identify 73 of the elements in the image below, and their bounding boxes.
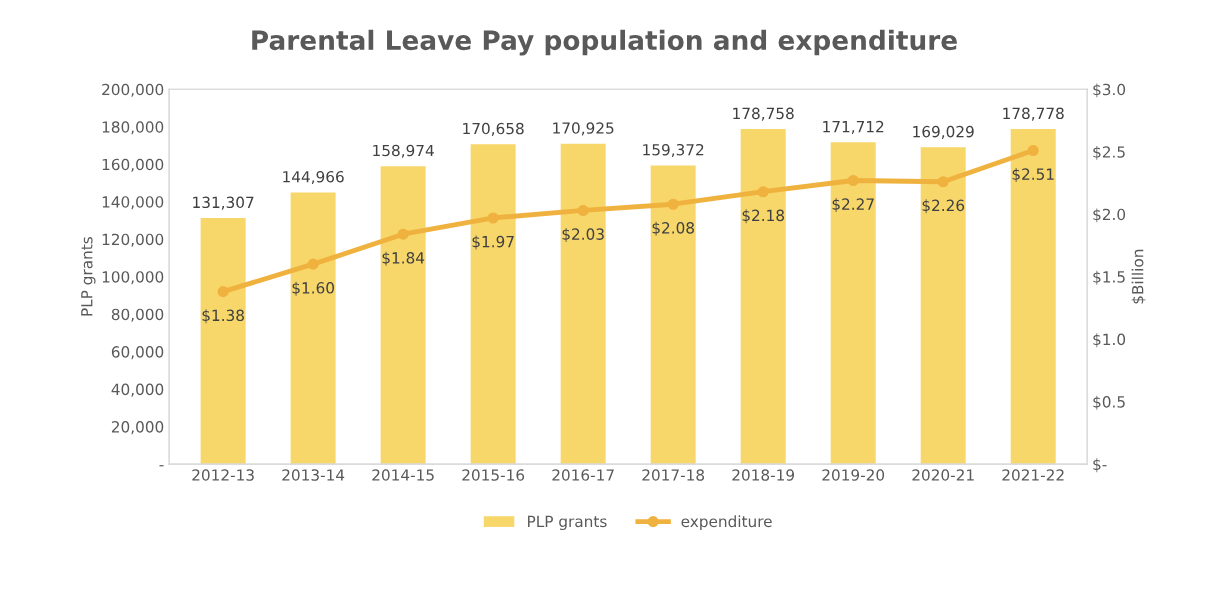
data-label: $1.97: [472, 235, 514, 250]
point: [217, 286, 229, 298]
data-label: $1.84: [382, 251, 425, 266]
y-tick-label: 80,000: [111, 308, 164, 322]
data-label: 144,966: [283, 170, 344, 185]
bar: [740, 129, 786, 465]
bar: [920, 147, 966, 465]
x-tick-label: 2012-13: [192, 469, 254, 481]
point: [397, 228, 409, 240]
y-tick-label: 140,000: [102, 196, 164, 210]
x-tick-label: 2021-22: [1002, 469, 1064, 481]
y2-tick-label: $-: [1093, 458, 1107, 473]
data-label: 159,372: [643, 143, 704, 158]
legend-label: expenditure: [681, 515, 772, 531]
data-label: $1.38: [202, 309, 244, 324]
y-tick-label: -: [159, 465, 164, 467]
data-label: $2.26: [922, 199, 965, 214]
bar: [380, 166, 426, 465]
y-tick-label: 100,000: [102, 271, 164, 285]
point: [487, 212, 499, 224]
x-tick-label: 2018-19: [732, 469, 795, 481]
y-tick-label: 60,000: [111, 346, 164, 360]
bar: [560, 143, 606, 465]
data-label: 131,307: [193, 196, 254, 210]
y-tick-label: 200,000: [102, 83, 164, 97]
point: [667, 198, 679, 210]
y-tick-label: 180,000: [102, 121, 164, 135]
x-tick-label: 2020-21: [912, 469, 974, 481]
data-label: 171,712: [823, 120, 884, 134]
y2-tick-label: $2.0: [1093, 208, 1126, 223]
data-label: $2.51: [1012, 168, 1054, 182]
point: [577, 204, 589, 217]
y2-tick-label: $2.5: [1093, 145, 1125, 160]
data-label: 170,925: [553, 122, 614, 136]
chart-title: Parental Leave Pay population and expenditure: [252, 29, 957, 56]
bar: [200, 218, 246, 465]
x-tick-label: 2017-18: [642, 469, 705, 481]
y2-axis-title: $Billion: [1131, 249, 1146, 304]
data-label: $2.03: [562, 228, 604, 242]
y-tick-label: 20,000: [111, 421, 164, 435]
point: [937, 176, 949, 188]
y2-tick-label: $0.5: [1093, 395, 1125, 410]
data-label: $2.18: [742, 209, 784, 224]
data-label: $1.60: [292, 281, 334, 296]
legend-label: PLP grants: [528, 515, 607, 531]
y-tick-label: 40,000: [111, 383, 164, 397]
point: [757, 186, 769, 198]
bar: [830, 142, 876, 465]
data-label: $2.08: [652, 221, 694, 236]
bar: [650, 165, 696, 465]
bar: [290, 192, 336, 465]
x-tick-label: 2014-15: [372, 469, 434, 481]
x-tick-label: 2013-14: [282, 469, 345, 481]
y-axis-title: PLP grants: [81, 237, 96, 316]
bar: [470, 144, 516, 465]
x-tick-label: 2016-17: [552, 469, 614, 481]
x-tick-label: 2019-20: [822, 469, 885, 481]
y-tick-label: 160,000: [102, 158, 164, 172]
y2-tick-label: $1.5: [1093, 270, 1125, 285]
point: [847, 174, 859, 187]
point: [307, 258, 319, 270]
y2-tick-label: $3.0: [1093, 83, 1126, 98]
point: [1027, 144, 1039, 157]
data-label: 170,658: [463, 122, 524, 136]
x-tick-label: 2015-16: [462, 469, 525, 481]
y2-tick-label: $1.0: [1093, 333, 1126, 348]
data-label: 169,029: [913, 125, 974, 139]
bar: [1010, 129, 1056, 465]
data-label: $2.27: [832, 198, 874, 212]
data-label: 178,778: [1003, 107, 1064, 121]
data-label: 178,758: [733, 107, 794, 121]
y-tick-label: 120,000: [102, 233, 164, 247]
data-label: 158,974: [373, 144, 434, 158]
